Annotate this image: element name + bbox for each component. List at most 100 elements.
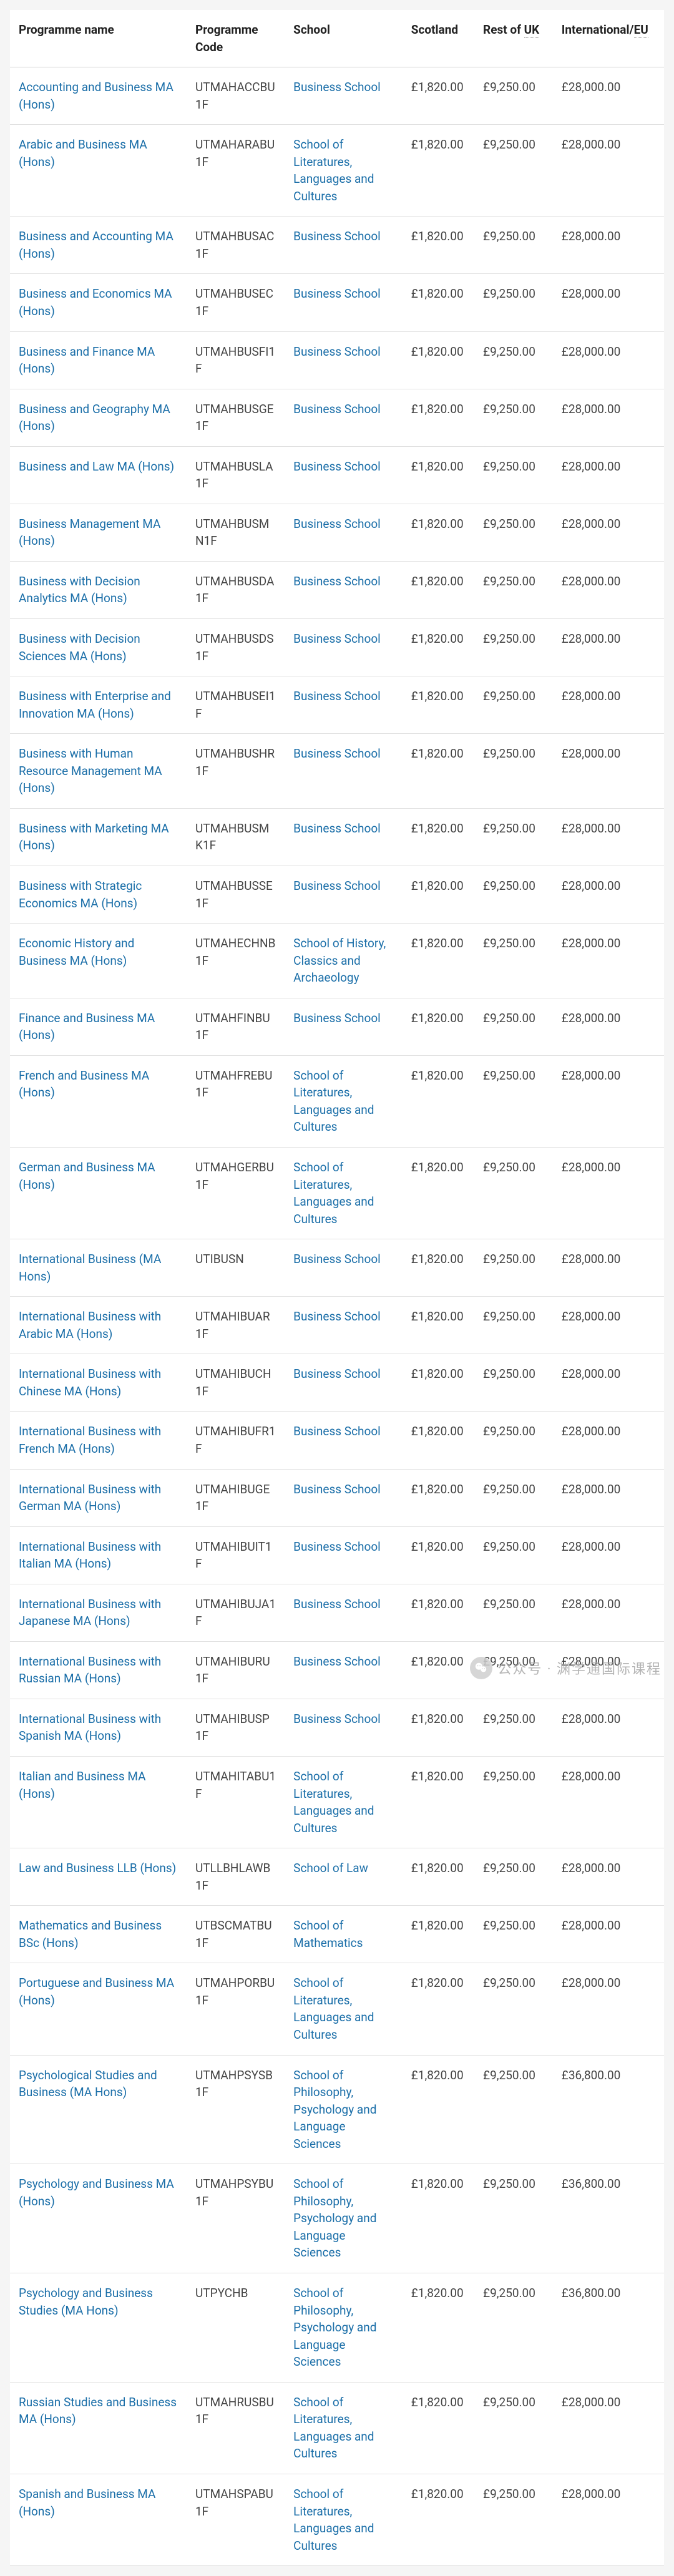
- cell-programme-name[interactable]: International Business with Arabic MA (H…: [10, 1297, 187, 1354]
- cell-school[interactable]: School of Literatures, Languages and Cul…: [285, 2382, 403, 2474]
- cell-school[interactable]: Business School: [285, 561, 403, 618]
- cell-programme-name[interactable]: Business and Accounting MA (Hons): [10, 217, 187, 274]
- cell-programme-name[interactable]: French and Business MA (Hons): [10, 1055, 187, 1147]
- cell-school[interactable]: School of Philosophy, Psychology and Lan…: [285, 2164, 403, 2273]
- col-rest-of-uk[interactable]: Rest of UK: [474, 10, 553, 67]
- cell-programme-name[interactable]: Italian and Business MA (Hons): [10, 1757, 187, 1848]
- cell-fee-rest-of-uk: £9,250.00: [474, 1239, 553, 1297]
- cell-school[interactable]: School of Philosophy, Psychology and Lan…: [285, 2273, 403, 2383]
- cell-programme-code: UTMAHPORBU1F: [187, 1963, 285, 2055]
- cell-school[interactable]: Business School: [285, 676, 403, 734]
- table-row: Business with Enterprise and Innovation …: [10, 676, 664, 734]
- watermark: 公众号 · 渊学通国际课程: [470, 1657, 662, 1679]
- cell-school[interactable]: Business School: [285, 274, 403, 331]
- table-row: Accounting and Business MA (Hons)UTMAHAC…: [10, 67, 664, 125]
- col-programme-code[interactable]: Programme Code: [187, 10, 285, 67]
- table-row: Business and Finance MA (Hons)UTMAHBUSFI…: [10, 331, 664, 389]
- cell-programme-name[interactable]: Accounting and Business MA (Hons): [10, 67, 187, 125]
- cell-programme-name[interactable]: Business and Finance MA (Hons): [10, 331, 187, 389]
- cell-programme-name[interactable]: Finance and Business MA (Hons): [10, 998, 187, 1055]
- cell-programme-name[interactable]: Psychology and Business Studies (MA Hons…: [10, 2273, 187, 2383]
- cell-fee-international: £28,000.00: [553, 504, 664, 561]
- cell-school[interactable]: Business School: [285, 998, 403, 1055]
- cell-programme-name[interactable]: Spanish and Business MA (Hons): [10, 2474, 187, 2565]
- col-school[interactable]: School: [285, 10, 403, 67]
- cell-programme-name[interactable]: International Business with Japanese MA …: [10, 1584, 187, 1641]
- cell-school[interactable]: Business School: [285, 1641, 403, 1699]
- cell-school[interactable]: Business School: [285, 446, 403, 504]
- cell-programme-name[interactable]: Psychological Studies and Business (MA H…: [10, 2055, 187, 2164]
- cell-programme-name[interactable]: International Business with Russian MA (…: [10, 1641, 187, 1699]
- cell-school[interactable]: School of History, Classics and Archaeol…: [285, 924, 403, 998]
- cell-fee-rest-of-uk: £9,250.00: [474, 619, 553, 676]
- cell-fee-scotland: £1,820.00: [403, 808, 474, 866]
- cell-school[interactable]: School of Philosophy, Psychology and Lan…: [285, 2055, 403, 2164]
- cell-programme-name[interactable]: International Business with Spanish MA (…: [10, 1699, 187, 1756]
- cell-school[interactable]: Business School: [285, 331, 403, 389]
- cell-programme-name[interactable]: International Business with German MA (H…: [10, 1469, 187, 1526]
- cell-school[interactable]: Business School: [285, 1354, 403, 1412]
- cell-fee-scotland: £1,820.00: [403, 67, 474, 125]
- cell-programme-code: UTMAHSPABU1F: [187, 2474, 285, 2565]
- cell-programme-name[interactable]: International Business with Chinese MA (…: [10, 1354, 187, 1412]
- cell-school[interactable]: Business School: [285, 619, 403, 676]
- table-row: International Business with Arabic MA (H…: [10, 1297, 664, 1354]
- cell-programme-name[interactable]: Business with Enterprise and Innovation …: [10, 676, 187, 734]
- cell-fee-international: £28,000.00: [553, 1584, 664, 1641]
- cell-school[interactable]: Business School: [285, 67, 403, 125]
- cell-programme-name[interactable]: Business Management MA (Hons): [10, 504, 187, 561]
- cell-programme-name[interactable]: Business with Decision Sciences MA (Hons…: [10, 619, 187, 676]
- cell-school[interactable]: School of Literatures, Languages and Cul…: [285, 1757, 403, 1848]
- cell-school[interactable]: Business School: [285, 1526, 403, 1584]
- cell-school[interactable]: Business School: [285, 734, 403, 809]
- cell-school[interactable]: School of Literatures, Languages and Cul…: [285, 1055, 403, 1147]
- cell-school[interactable]: Business School: [285, 866, 403, 923]
- cell-programme-name[interactable]: Mathematics and Business BSc (Hons): [10, 1906, 187, 1963]
- cell-programme-name[interactable]: Business and Economics MA (Hons): [10, 274, 187, 331]
- cell-school[interactable]: Business School: [285, 389, 403, 446]
- col-scotland[interactable]: Scotland: [403, 10, 474, 67]
- cell-fee-international: £28,000.00: [553, 1055, 664, 1147]
- cell-school[interactable]: Business School: [285, 1239, 403, 1297]
- cell-school[interactable]: Business School: [285, 1412, 403, 1469]
- cell-school[interactable]: Business School: [285, 808, 403, 866]
- cell-school[interactable]: School of Law: [285, 1848, 403, 1906]
- cell-school[interactable]: School of Mathematics: [285, 1906, 403, 1963]
- cell-school[interactable]: Business School: [285, 1469, 403, 1526]
- cell-programme-name[interactable]: Business and Geography MA (Hons): [10, 389, 187, 446]
- cell-programme-name[interactable]: Business with Decision Analytics MA (Hon…: [10, 561, 187, 618]
- col-international-eu[interactable]: International/EU: [553, 10, 664, 67]
- cell-school[interactable]: Business School: [285, 1297, 403, 1354]
- cell-programme-name[interactable]: International Business (MA Hons): [10, 1239, 187, 1297]
- cell-programme-name[interactable]: Arabic and Business MA (Hons): [10, 125, 187, 217]
- cell-school[interactable]: Business School: [285, 217, 403, 274]
- cell-programme-name[interactable]: German and Business MA (Hons): [10, 1147, 187, 1239]
- cell-fee-international: £28,000.00: [553, 274, 664, 331]
- cell-programme-name[interactable]: International Business with Italian MA (…: [10, 1526, 187, 1584]
- cell-programme-name[interactable]: Business with Human Resource Management …: [10, 734, 187, 809]
- cell-school[interactable]: Business School: [285, 1699, 403, 1756]
- cell-programme-name[interactable]: Portuguese and Business MA (Hons): [10, 1963, 187, 2055]
- cell-programme-name[interactable]: Psychology and Business MA (Hons): [10, 2164, 187, 2273]
- cell-school[interactable]: School of Literatures, Languages and Cul…: [285, 1963, 403, 2055]
- table-row: Business with Decision Sciences MA (Hons…: [10, 619, 664, 676]
- cell-programme-name[interactable]: Russian Studies and Business MA (Hons): [10, 2382, 187, 2474]
- col-programme-name[interactable]: Programme name: [10, 10, 187, 67]
- cell-school[interactable]: School of Literatures, Languages and Cul…: [285, 1147, 403, 1239]
- cell-programme-name[interactable]: International Business with French MA (H…: [10, 1412, 187, 1469]
- cell-programme-name[interactable]: Business with Marketing MA (Hons): [10, 808, 187, 866]
- table-row: Finance and Business MA (Hons)UTMAHFINBU…: [10, 998, 664, 1055]
- cell-programme-name[interactable]: Law and Business LLB (Hons): [10, 1848, 187, 1906]
- cell-programme-name[interactable]: Business with Strategic Economics MA (Ho…: [10, 866, 187, 923]
- watermark-text: 公众号 · 渊学通国际课程: [497, 1658, 662, 1678]
- cell-fee-rest-of-uk: £9,250.00: [474, 1963, 553, 2055]
- table-row: Russian Studies and Business MA (Hons)UT…: [10, 2382, 664, 2474]
- cell-programme-name[interactable]: Business and Law MA (Hons): [10, 446, 187, 504]
- cell-school[interactable]: Business School: [285, 1584, 403, 1641]
- cell-fee-scotland: £1,820.00: [403, 2382, 474, 2474]
- cell-fee-rest-of-uk: £9,250.00: [474, 2474, 553, 2565]
- cell-school[interactable]: School of Literatures, Languages and Cul…: [285, 125, 403, 217]
- cell-programme-name[interactable]: Economic History and Business MA (Hons): [10, 924, 187, 998]
- cell-school[interactable]: School of Literatures, Languages and Cul…: [285, 2474, 403, 2565]
- cell-school[interactable]: Business School: [285, 504, 403, 561]
